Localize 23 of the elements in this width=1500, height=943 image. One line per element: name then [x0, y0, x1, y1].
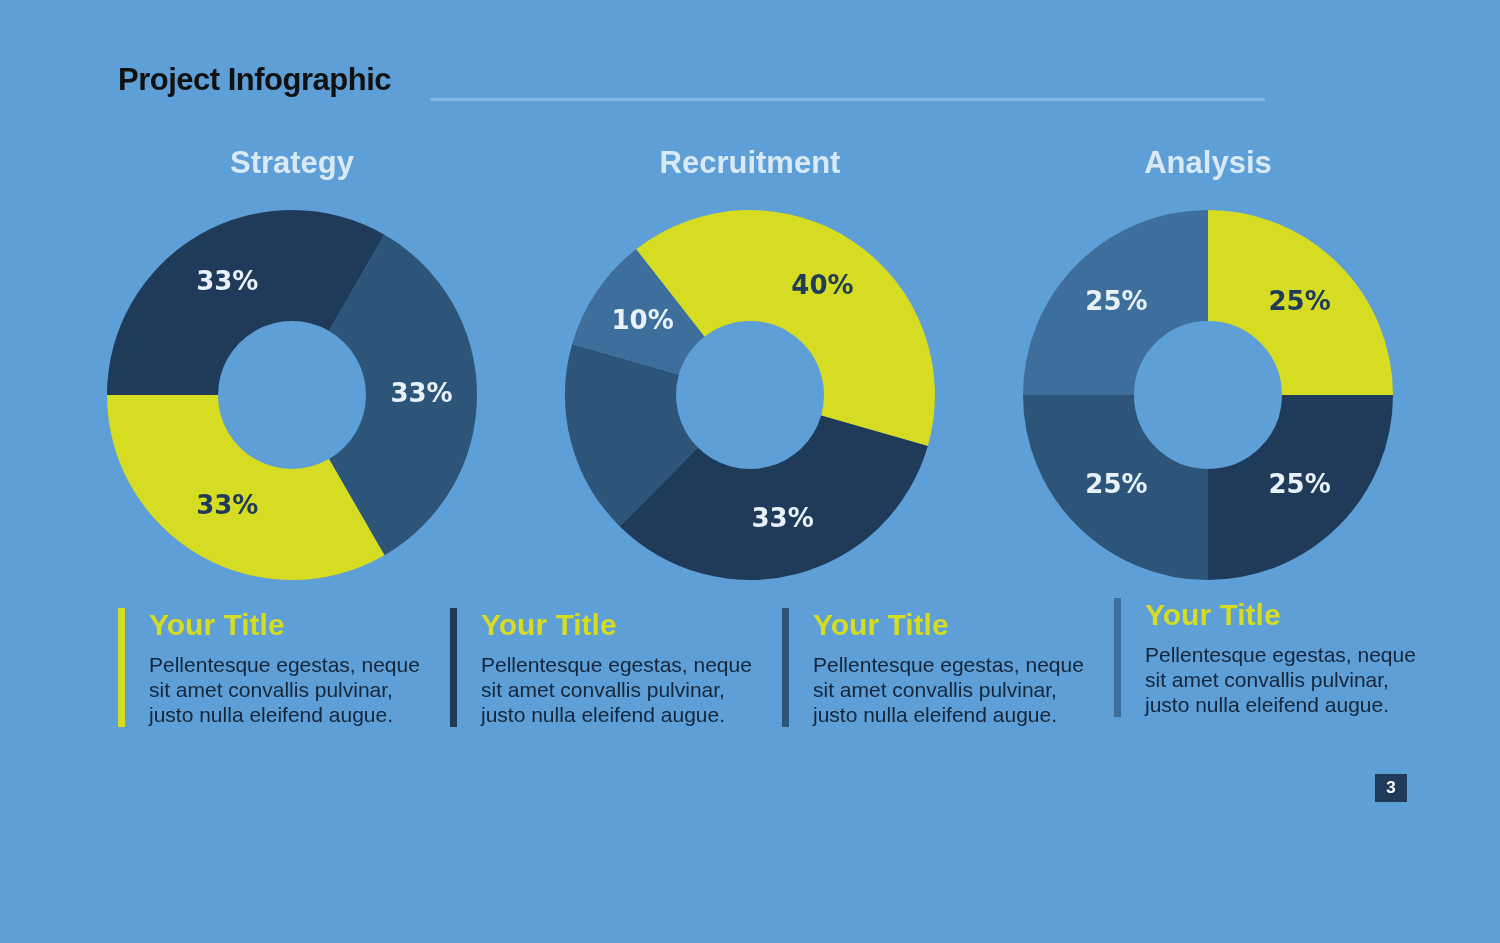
data-label: 40% [791, 270, 854, 301]
text: Pellentesque egestas, neque sit amet convallis pulvinar, justo nulla eleifend augue. [813, 652, 1085, 727]
data-label: 25% [1085, 469, 1148, 500]
data-label: 33% [196, 489, 259, 520]
text: Pellentesque egestas, neque sit amet convallis pulvinar, justo nulla eleifend augue. [481, 652, 753, 727]
data-label: 25% [1085, 286, 1148, 317]
text: Pellentesque egestas, neque sit amet convallis pulvinar, justo nulla eleifend augue. [1145, 642, 1417, 717]
text: Your Title [149, 608, 286, 642]
text: Your Title [1145, 598, 1282, 632]
data-label: 33% [196, 265, 259, 296]
data-label: 10% [611, 305, 674, 336]
chart-title: Recruitment [658, 145, 842, 181]
chart-title: Analysis [1143, 145, 1273, 181]
data-label: 33% [390, 377, 453, 408]
data-label: 25% [1268, 469, 1331, 500]
chart-title: Strategy [228, 145, 355, 181]
text: Your Title [813, 608, 950, 642]
text: Your Title [481, 608, 618, 642]
data-label: 25% [1268, 286, 1331, 317]
text: Pellentesque egestas, neque sit amet convallis pulvinar, justo nulla eleifend augue. [149, 652, 421, 727]
text: 3 [1375, 774, 1407, 802]
data-label: 33% [751, 503, 814, 534]
text: Project Infographic [118, 62, 391, 98]
